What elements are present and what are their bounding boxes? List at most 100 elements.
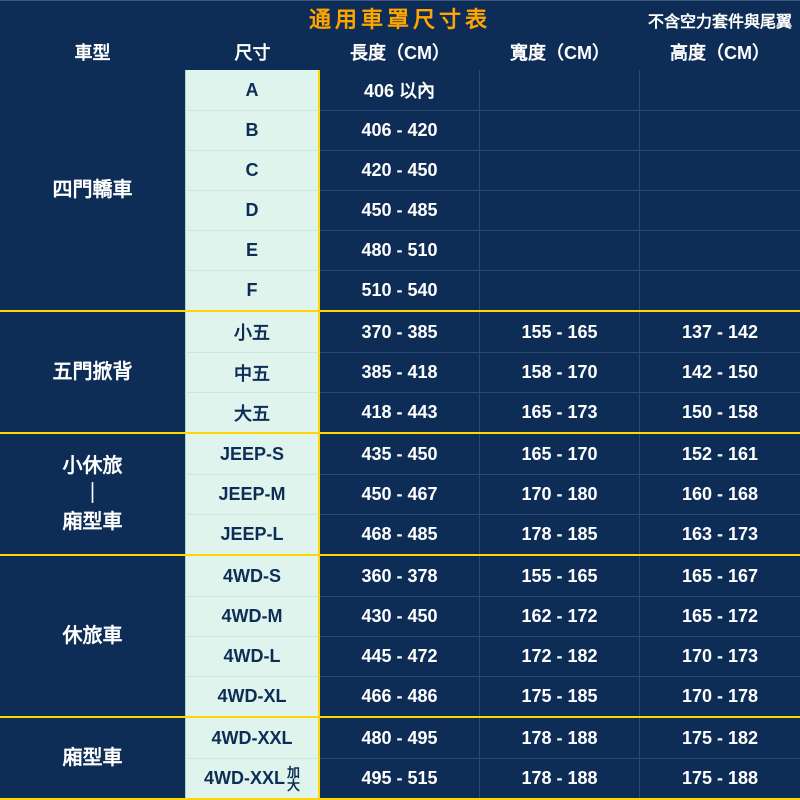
cell-height [640,190,800,230]
table-body: 四門轎車A406 以內B406 - 420C420 - 450D450 - 48… [0,70,800,800]
chart-title: 通用車罩尺寸表 [309,2,491,34]
group-rows: JEEP-S435 - 450165 - 170152 - 161JEEP-M4… [185,434,800,554]
cell-width: 178 - 188 [480,758,640,798]
cell-length: 435 - 450 [320,434,480,474]
cell-length: 510 - 540 [320,270,480,310]
table-row: 4WD-L445 - 472172 - 182170 - 173 [185,636,800,676]
cell-length: 480 - 510 [320,230,480,270]
cell-size: E [185,230,320,270]
table-row: JEEP-S435 - 450165 - 170152 - 161 [185,434,800,474]
cell-size: B [185,110,320,150]
cell-height: 163 - 173 [640,514,800,554]
col-header-type: 車型 [0,34,185,70]
cell-size: C [185,150,320,190]
cell-length: 418 - 443 [320,392,480,432]
chart-subtitle: 不含空力套件與尾翼 [648,8,792,32]
table-row: 小五370 - 385155 - 165137 - 142 [185,312,800,352]
cell-length: 360 - 378 [320,556,480,596]
cell-width: 165 - 170 [480,434,640,474]
table-row: JEEP-L468 - 485178 - 185163 - 173 [185,514,800,554]
table-row: 中五385 - 418158 - 170142 - 150 [185,352,800,392]
col-header-length: 長度（CM） [320,34,480,70]
cell-width: 158 - 170 [480,352,640,392]
cell-width [480,70,640,110]
cell-length: 430 - 450 [320,596,480,636]
cell-size: 中五 [185,352,320,392]
cell-height [640,150,800,190]
cell-length: 406 - 420 [320,110,480,150]
group-rows: A406 以內B406 - 420C420 - 450D450 - 485E48… [185,70,800,310]
cell-height: 170 - 173 [640,636,800,676]
col-header-height: 高度（CM） [640,34,800,70]
cell-length: 466 - 486 [320,676,480,716]
cell-width [480,230,640,270]
title-bar: 通用車罩尺寸表 不含空力套件與尾翼 [0,0,800,34]
cell-width [480,150,640,190]
table-row: 4WD-S360 - 378155 - 165165 - 167 [185,556,800,596]
table-row: C420 - 450 [185,150,800,190]
cell-width: 165 - 173 [480,392,640,432]
group-type: 小休旅 ｜ 廂型車 [0,434,185,554]
cell-height: 165 - 172 [640,596,800,636]
cell-size: 4WD-S [185,556,320,596]
group-rows: 4WD-S360 - 378155 - 165165 - 1674WD-M430… [185,556,800,716]
cell-length: 420 - 450 [320,150,480,190]
cell-size: 4WD-L [185,636,320,676]
header-row: 車型 尺寸 長度（CM） 寬度（CM） 高度（CM） [0,34,800,70]
cell-width: 178 - 185 [480,514,640,554]
cell-height: 170 - 178 [640,676,800,716]
table-row: D450 - 485 [185,190,800,230]
cell-size: JEEP-S [185,434,320,474]
cell-width: 178 - 188 [480,718,640,758]
cell-length: 406 以內 [320,70,480,110]
group-type: 廂型車 [0,718,185,798]
cell-height: 142 - 150 [640,352,800,392]
cell-length: 450 - 485 [320,190,480,230]
cell-size: 4WD-XL [185,676,320,716]
cell-size: 大五 [185,392,320,432]
cell-height: 175 - 182 [640,718,800,758]
group-type: 休旅車 [0,556,185,716]
cell-size: JEEP-M [185,474,320,514]
table-row: JEEP-M450 - 467170 - 180160 - 168 [185,474,800,514]
table-row: 4WD-XXL加大495 - 515178 - 188175 - 188 [185,758,800,798]
table-row: 大五418 - 443165 - 173150 - 158 [185,392,800,432]
cell-length: 370 - 385 [320,312,480,352]
cell-height: 137 - 142 [640,312,800,352]
cell-size: D [185,190,320,230]
cell-length: 495 - 515 [320,758,480,798]
table-row: 4WD-XXL480 - 495178 - 188175 - 182 [185,718,800,758]
cell-size: F [185,270,320,310]
table-group: 小休旅 ｜ 廂型車JEEP-S435 - 450165 - 170152 - 1… [0,434,800,556]
cell-size: 小五 [185,312,320,352]
cell-height [640,110,800,150]
cell-size: 4WD-XXL加大 [185,758,320,798]
cell-height: 150 - 158 [640,392,800,432]
cell-width: 162 - 172 [480,596,640,636]
table-row: F510 - 540 [185,270,800,310]
table-group: 四門轎車A406 以內B406 - 420C420 - 450D450 - 48… [0,70,800,312]
cell-width [480,270,640,310]
cell-width: 170 - 180 [480,474,640,514]
group-type: 五門掀背 [0,312,185,432]
size-chart-wrapper: 通用車罩尺寸表 不含空力套件與尾翼 車型 尺寸 長度（CM） 寬度（CM） 高度… [0,0,800,800]
table-row: 4WD-M430 - 450162 - 172165 - 172 [185,596,800,636]
cell-height: 152 - 161 [640,434,800,474]
group-rows: 4WD-XXL480 - 495178 - 188175 - 1824WD-XX… [185,718,800,798]
cell-width: 172 - 182 [480,636,640,676]
cell-width: 155 - 165 [480,312,640,352]
cell-height [640,70,800,110]
cell-size: JEEP-L [185,514,320,554]
cell-length: 468 - 485 [320,514,480,554]
cell-size: A [185,70,320,110]
cell-length: 445 - 472 [320,636,480,676]
cell-size: 4WD-M [185,596,320,636]
table-row: A406 以內 [185,70,800,110]
group-rows: 小五370 - 385155 - 165137 - 142中五385 - 418… [185,312,800,432]
col-header-width: 寬度（CM） [480,34,640,70]
cell-size-extra: 加大 [287,766,300,792]
cell-height [640,230,800,270]
cell-height: 175 - 188 [640,758,800,798]
table-group: 休旅車4WD-S360 - 378155 - 165165 - 1674WD-M… [0,556,800,718]
cell-width [480,190,640,230]
